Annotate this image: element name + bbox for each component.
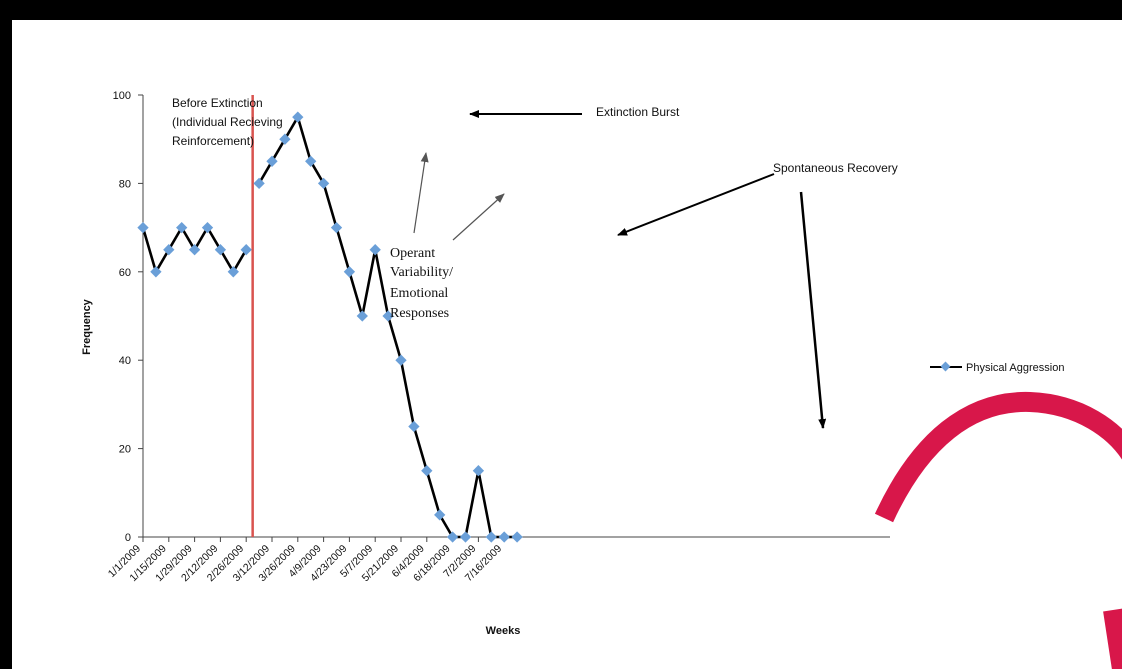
annotation-spontaneous-recovery: Spontaneous Recovery bbox=[617, 161, 898, 429]
data-point bbox=[266, 155, 278, 167]
operant-line-1: Operant bbox=[390, 246, 435, 261]
y-tick-label: 60 bbox=[119, 267, 131, 279]
data-point bbox=[227, 266, 239, 278]
data-point bbox=[485, 531, 497, 543]
data-point bbox=[150, 266, 162, 278]
y-tick-label: 80 bbox=[119, 178, 131, 190]
annotation-extinction-burst: Extinction Burst bbox=[469, 105, 680, 119]
data-point bbox=[240, 244, 252, 256]
decorative-red-arc bbox=[874, 391, 1122, 523]
before-line-3: Reinforcement) bbox=[172, 134, 254, 148]
data-point bbox=[201, 221, 214, 234]
y-tick-labels: 0 20 40 60 80 100 bbox=[113, 90, 143, 544]
data-point bbox=[446, 531, 459, 543]
x-axis-title: Weeks bbox=[486, 625, 521, 637]
data-point bbox=[137, 221, 149, 234]
chart-panel bbox=[12, 20, 1122, 669]
operant-line-4: Responses bbox=[390, 306, 449, 321]
series-physical-aggression bbox=[137, 111, 523, 543]
y-tick-label: 0 bbox=[125, 532, 131, 544]
data-point bbox=[459, 531, 472, 543]
annotation-operant-variability: Operant Variability/ Emotional Responses bbox=[390, 152, 505, 321]
operant-arrow-1 bbox=[413, 152, 429, 234]
data-point bbox=[330, 221, 343, 234]
data-point bbox=[356, 310, 368, 322]
y-tick-label: 100 bbox=[113, 90, 131, 102]
burst-label: Extinction Burst bbox=[596, 105, 680, 119]
before-line-2: (Individual Recieving bbox=[172, 115, 283, 129]
operant-line-2: Variability/ bbox=[390, 265, 453, 280]
data-point bbox=[317, 177, 330, 190]
operant-arrow-2 bbox=[452, 193, 505, 241]
data-point bbox=[395, 354, 407, 366]
legend: Physical Aggression bbox=[930, 361, 1064, 374]
legend-label: Physical Aggression bbox=[966, 362, 1064, 374]
data-point bbox=[498, 531, 510, 543]
data-point bbox=[343, 266, 356, 278]
data-point bbox=[305, 155, 317, 167]
data-point bbox=[188, 244, 201, 256]
decorative-red-arc-bottom bbox=[1103, 608, 1122, 669]
annotation-before-extinction: Before Extinction (Individual Recieving … bbox=[172, 96, 283, 148]
data-point bbox=[434, 509, 446, 521]
data-point bbox=[214, 244, 227, 256]
recovery-arrow-1 bbox=[617, 173, 775, 236]
operant-line-3: Emotional bbox=[390, 286, 448, 301]
y-axis-title: Frequency bbox=[81, 298, 93, 355]
data-point bbox=[253, 177, 265, 190]
data-point bbox=[421, 465, 433, 477]
data-point bbox=[472, 465, 485, 477]
recovery-arrow-2 bbox=[799, 191, 827, 429]
data-point bbox=[369, 244, 381, 256]
legend-marker bbox=[940, 361, 951, 372]
y-tick-label: 20 bbox=[119, 444, 131, 456]
data-point bbox=[176, 221, 188, 234]
data-point bbox=[511, 531, 523, 543]
recovery-label: Spontaneous Recovery bbox=[773, 161, 898, 175]
data-point bbox=[408, 420, 420, 433]
data-point bbox=[382, 310, 394, 322]
before-line-1: Before Extinction bbox=[172, 96, 263, 110]
data-point bbox=[163, 244, 175, 256]
x-tick-labels: 1/1/20091/15/20091/29/20092/12/20092/26/… bbox=[106, 537, 505, 584]
y-tick-label: 40 bbox=[119, 355, 131, 367]
data-point bbox=[292, 111, 304, 123]
data-point bbox=[279, 133, 291, 145]
